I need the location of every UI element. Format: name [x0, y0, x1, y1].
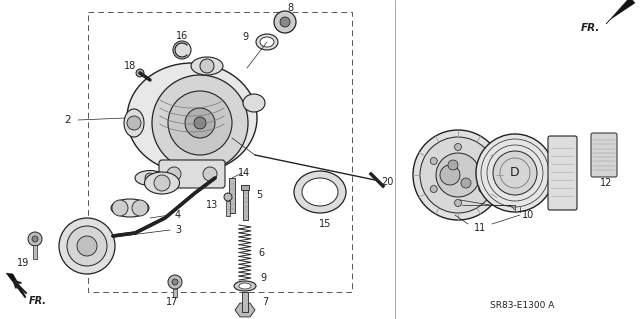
- Polygon shape: [6, 273, 26, 298]
- Circle shape: [430, 186, 437, 192]
- Circle shape: [77, 236, 97, 256]
- Text: 17: 17: [166, 297, 178, 307]
- Polygon shape: [235, 303, 255, 317]
- Circle shape: [280, 17, 290, 27]
- Text: 19: 19: [17, 258, 29, 268]
- Circle shape: [479, 186, 486, 192]
- FancyBboxPatch shape: [591, 133, 617, 177]
- Ellipse shape: [191, 57, 223, 75]
- Circle shape: [145, 173, 155, 183]
- Circle shape: [479, 158, 486, 165]
- Text: 5: 5: [256, 190, 262, 200]
- FancyBboxPatch shape: [159, 160, 225, 188]
- Circle shape: [440, 165, 460, 185]
- Ellipse shape: [476, 134, 554, 212]
- Text: 11: 11: [474, 223, 486, 233]
- Text: 4: 4: [175, 210, 181, 220]
- Text: 9: 9: [260, 273, 266, 283]
- Circle shape: [200, 59, 214, 73]
- Circle shape: [127, 116, 141, 130]
- Circle shape: [454, 199, 461, 206]
- Circle shape: [168, 91, 232, 155]
- Ellipse shape: [135, 170, 165, 186]
- Circle shape: [436, 153, 480, 197]
- Circle shape: [172, 279, 178, 285]
- Text: SR83-E1300 A: SR83-E1300 A: [490, 300, 554, 309]
- Circle shape: [167, 167, 181, 181]
- Circle shape: [152, 75, 248, 171]
- Ellipse shape: [256, 34, 278, 50]
- Ellipse shape: [111, 199, 149, 217]
- Ellipse shape: [145, 172, 179, 194]
- Bar: [33, 245, 37, 259]
- Text: 3: 3: [175, 225, 181, 235]
- Circle shape: [168, 275, 182, 289]
- Polygon shape: [606, 0, 635, 24]
- Circle shape: [203, 167, 217, 181]
- Text: 2: 2: [65, 115, 71, 125]
- Circle shape: [154, 175, 170, 191]
- Circle shape: [448, 160, 458, 170]
- Text: 20: 20: [381, 177, 393, 187]
- Ellipse shape: [243, 94, 265, 112]
- Text: 14: 14: [238, 168, 250, 178]
- Ellipse shape: [294, 171, 346, 213]
- Ellipse shape: [260, 37, 274, 47]
- Circle shape: [274, 11, 296, 33]
- Bar: [241, 185, 249, 190]
- Circle shape: [132, 200, 148, 216]
- Ellipse shape: [239, 283, 251, 289]
- Text: 6: 6: [258, 248, 264, 258]
- Bar: [226, 201, 230, 216]
- Circle shape: [185, 108, 215, 138]
- Bar: [242, 292, 248, 312]
- Circle shape: [59, 218, 115, 274]
- Circle shape: [67, 226, 107, 266]
- Text: 7: 7: [262, 297, 268, 307]
- Text: FR.: FR.: [580, 23, 600, 33]
- Text: 13: 13: [206, 200, 218, 210]
- Circle shape: [461, 178, 471, 188]
- Bar: [243, 190, 248, 220]
- Circle shape: [136, 69, 144, 77]
- Text: 12: 12: [600, 178, 612, 188]
- Circle shape: [194, 117, 206, 129]
- Circle shape: [173, 41, 191, 59]
- Circle shape: [112, 200, 128, 216]
- Circle shape: [32, 236, 38, 242]
- Ellipse shape: [413, 130, 503, 220]
- Text: 10: 10: [522, 210, 534, 220]
- Circle shape: [224, 193, 232, 201]
- Bar: [229, 178, 235, 213]
- Circle shape: [430, 158, 437, 165]
- Text: 15: 15: [319, 219, 331, 229]
- Circle shape: [28, 232, 42, 246]
- Text: FR.: FR.: [29, 296, 47, 306]
- Text: 9: 9: [242, 32, 248, 42]
- Ellipse shape: [127, 63, 257, 173]
- Bar: [173, 289, 177, 297]
- Text: 16: 16: [176, 31, 188, 41]
- Ellipse shape: [234, 281, 256, 291]
- Bar: [88, 12, 352, 292]
- FancyBboxPatch shape: [548, 136, 577, 210]
- Text: 18: 18: [124, 61, 136, 71]
- Ellipse shape: [302, 178, 338, 206]
- Circle shape: [493, 151, 537, 195]
- Ellipse shape: [124, 109, 144, 137]
- Circle shape: [454, 144, 461, 151]
- Text: D: D: [510, 167, 520, 180]
- Circle shape: [420, 137, 496, 213]
- Text: 8: 8: [287, 3, 293, 13]
